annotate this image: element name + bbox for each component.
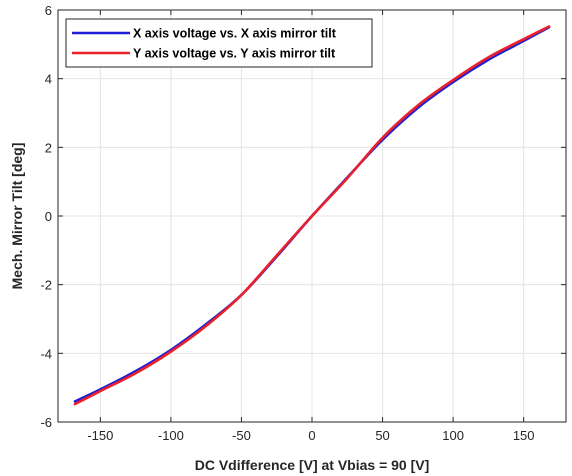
y-axis-label: Mech. Mirror Tilt [deg]	[9, 143, 25, 290]
x-tick-label: -150	[87, 428, 113, 443]
y-tick-labels: -6 -4 -2 0 2 4 6	[40, 3, 52, 430]
x-tick-label: 50	[375, 428, 389, 443]
x-axis-label: DC Vdifference [V] at Vbias = 90 [V]	[195, 457, 430, 473]
axis-ticks	[58, 9, 566, 423]
y-axis-series-line	[73, 25, 551, 406]
x-tick-labels: -150 -100 -50 0 50 100 150	[87, 428, 534, 443]
x-tick-label: 100	[442, 428, 464, 443]
y-tick-label: 2	[45, 140, 52, 155]
legend-box	[65, 18, 373, 68]
y-tick-label: 6	[45, 3, 52, 18]
legend-label: X axis voltage vs. X axis mirror tilt	[133, 27, 337, 41]
y-tick-label: -2	[40, 278, 52, 293]
legend-entry-x-axis: X axis voltage vs. X axis mirror tilt	[72, 27, 337, 41]
x-tick-label: 150	[513, 428, 535, 443]
data-series	[73, 25, 551, 406]
y-tick-label: -4	[40, 346, 52, 361]
y-tick-label: 0	[45, 209, 52, 224]
x-tick-label: 0	[308, 428, 315, 443]
y-tick-label: 4	[45, 72, 52, 87]
y-tick-label: -6	[40, 415, 52, 430]
x-tick-label: -50	[232, 428, 251, 443]
legend: X axis voltage vs. X axis mirror tilt Y a…	[65, 18, 373, 68]
x-tick-label: -100	[158, 428, 184, 443]
legend-entry-y-axis: Y axis voltage vs. Y axis mirror tilt	[72, 47, 336, 61]
legend-label: Y axis voltage vs. Y axis mirror tilt	[133, 47, 336, 61]
